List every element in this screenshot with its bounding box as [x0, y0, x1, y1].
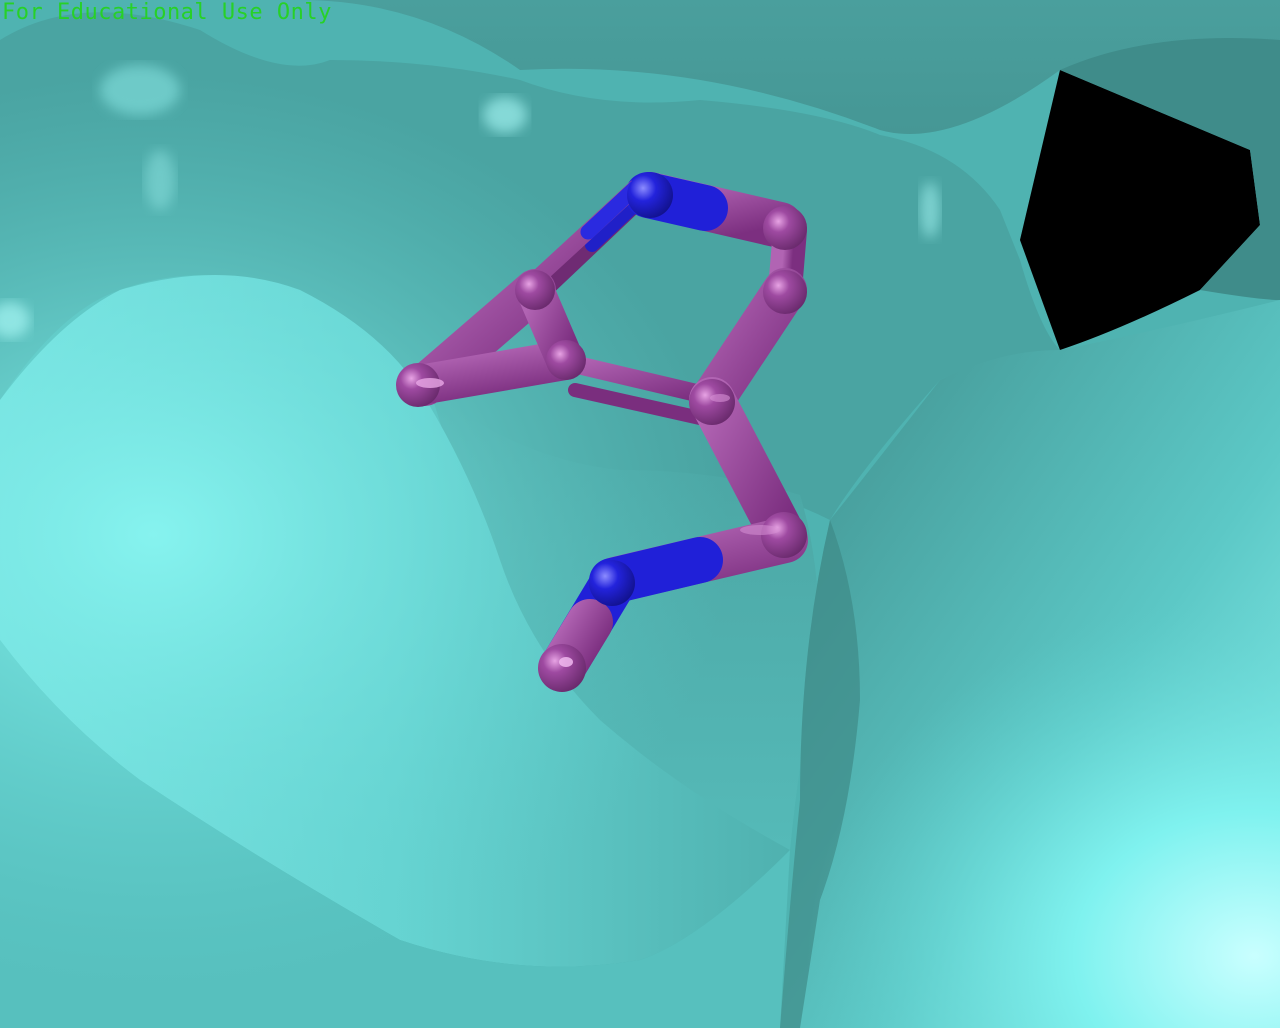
highlight-c4	[710, 394, 730, 402]
bond-c7-c4	[556, 353, 714, 404]
highlight-c6	[416, 378, 444, 388]
atom-n1[interactable]	[627, 172, 673, 218]
ligand-molecule[interactable]	[396, 172, 808, 692]
atom-c10[interactable]	[538, 644, 586, 692]
atom-c5[interactable]	[763, 270, 807, 314]
bond-c7-c4-secondary	[568, 383, 707, 425]
atom-c2[interactable]	[763, 206, 807, 250]
watermark-label: For Educational Use Only	[2, 0, 332, 25]
atom-c8[interactable]	[761, 512, 807, 558]
bond-c6-c7	[400, 340, 585, 405]
atom-c3[interactable]	[515, 270, 555, 310]
highlight-c10	[559, 657, 573, 667]
atom-n9[interactable]	[589, 560, 635, 606]
highlight-c8	[740, 525, 780, 535]
atom-c7[interactable]	[546, 340, 586, 380]
atom-c4[interactable]	[689, 379, 735, 425]
